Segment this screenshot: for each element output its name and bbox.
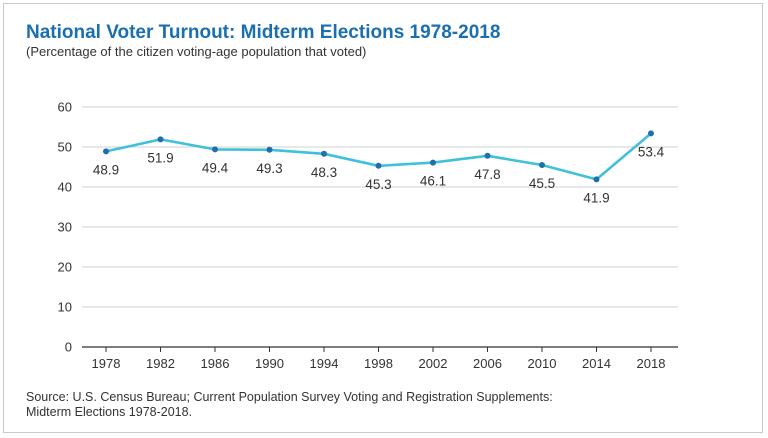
x-tick-label: 1998	[364, 356, 393, 371]
y-tick-label: 20	[58, 260, 72, 275]
data-point	[266, 146, 273, 153]
data-point	[375, 162, 382, 169]
y-tick-label: 30	[58, 220, 72, 235]
x-tick-label: 1982	[146, 356, 175, 371]
x-tick-label: 2014	[582, 356, 611, 371]
data-point	[648, 130, 654, 137]
source-line-2: Midterm Elections 1978-2018.	[26, 405, 193, 419]
x-tick-label: 1978	[92, 356, 121, 371]
data-label: 48.3	[311, 165, 337, 180]
data-point	[593, 176, 600, 183]
data-point	[212, 146, 218, 153]
data-point	[539, 162, 545, 168]
chart-frame	[3, 3, 763, 433]
source-line-1: Source: U.S. Census Bureau; Current Popu…	[26, 390, 553, 404]
x-tick-label: 1986	[201, 356, 230, 371]
data-label: 51.9	[147, 150, 173, 165]
data-point	[321, 150, 327, 157]
x-tick-label: 2018	[637, 356, 666, 371]
y-tick-label: 60	[58, 100, 72, 115]
data-label: 48.9	[93, 162, 119, 177]
x-tick-label: 2010	[528, 356, 557, 371]
data-label: 46.1	[420, 174, 446, 189]
data-label: 45.5	[529, 176, 555, 191]
data-label: 53.4	[638, 144, 665, 159]
x-tick-label: 1990	[255, 356, 284, 371]
data-label: 49.4	[202, 160, 229, 175]
x-tick-label: 1994	[310, 356, 339, 371]
data-point	[103, 148, 109, 155]
data-label: 41.9	[583, 190, 609, 205]
data-point	[430, 159, 436, 166]
y-tick-label: 10	[58, 300, 72, 315]
y-tick-label: 0	[65, 340, 72, 355]
series-line	[104, 132, 653, 181]
data-point	[157, 136, 164, 143]
data-point	[484, 152, 491, 159]
chart-subtitle: (Percentage of the citizen voting-age po…	[26, 44, 367, 59]
x-tick-label: 2006	[473, 356, 502, 371]
y-tick-label: 50	[58, 140, 72, 155]
source-note: Source: U.S. Census Bureau; Current Popu…	[26, 390, 666, 420]
data-label: 49.3	[256, 161, 282, 176]
x-tick-label: 2002	[419, 356, 448, 371]
data-label: 45.3	[365, 177, 391, 192]
data-label: 47.8	[474, 167, 500, 182]
chart-title: National Voter Turnout: Midterm Election…	[26, 22, 501, 43]
y-tick-label: 40	[58, 180, 72, 195]
